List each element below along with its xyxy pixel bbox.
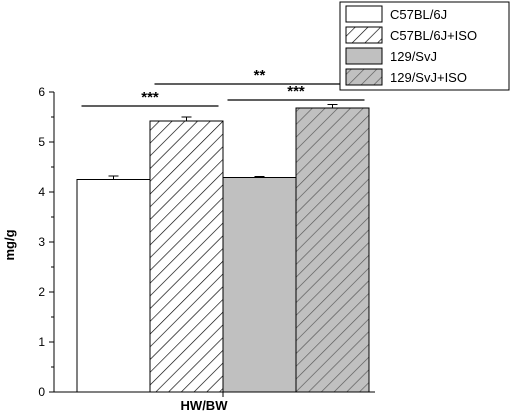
y-tick-label: 2 [38, 285, 45, 299]
y-tick-label: 0 [38, 385, 45, 399]
legend-swatch [345, 68, 383, 86]
bars-layer [76, 104, 370, 393]
significance-label: *** [287, 83, 305, 100]
bar [76, 179, 151, 393]
significance-layer: ******** [81, 67, 365, 107]
axes-layer: 0 1 2 3 4 5 6 [38, 85, 375, 399]
y-tick-label: 3 [38, 235, 45, 249]
y-tick-label: 6 [38, 85, 45, 99]
bar [222, 177, 297, 393]
legend-label: 129/SvJ [390, 49, 437, 64]
legend-swatch [345, 47, 383, 65]
x-axis-title: HW/BW [181, 398, 229, 413]
legend-label: 129/SvJ+ISO [390, 70, 467, 85]
legend-swatch [345, 5, 383, 23]
y-axis-title: mg/g [2, 229, 17, 260]
significance-label: *** [141, 89, 159, 106]
legend-label: C57BL/6J [390, 7, 447, 22]
legend-label: C57BL/6J+ISO [390, 28, 477, 43]
y-tick-label: 1 [38, 335, 45, 349]
legend-swatch [345, 26, 383, 44]
y-tick-label: 5 [38, 135, 45, 149]
bar [149, 120, 224, 393]
bar [295, 107, 370, 393]
significance-label: ** [254, 67, 266, 84]
y-tick-label: 4 [38, 185, 45, 199]
legend: C57BL/6J C57BL/6J+ISO 129/SvJ 129/SvJ+ISO [339, 1, 510, 91]
